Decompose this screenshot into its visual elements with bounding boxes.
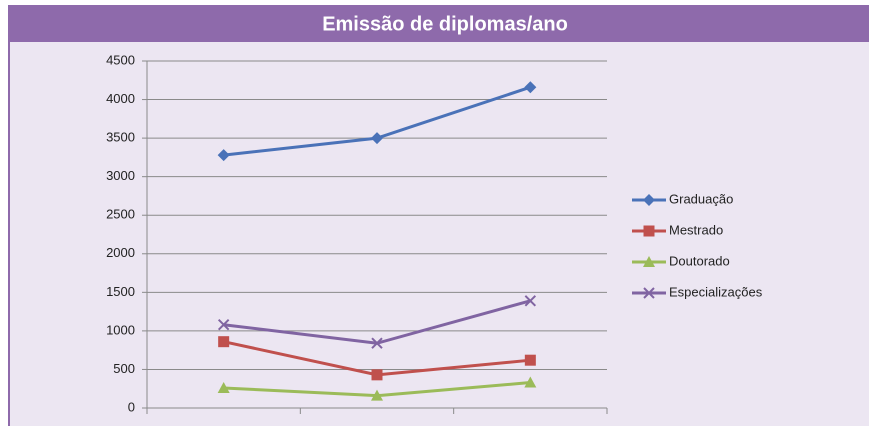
y-tick-label: 3000	[106, 168, 135, 183]
y-tick-label: 0	[128, 399, 135, 414]
legend-label: Mestrado	[669, 222, 723, 237]
marker	[217, 149, 230, 162]
marker	[524, 376, 537, 388]
marker	[218, 336, 230, 348]
y-tick-label: 4000	[106, 91, 135, 106]
y-tick-label: 4500	[106, 52, 135, 67]
marker	[371, 389, 383, 401]
chart-title: Emissão de diplomas/ano	[322, 13, 568, 35]
legend-label: Doutorado	[669, 253, 730, 268]
y-tick-label: 1000	[106, 322, 135, 337]
title-bar	[8, 5, 869, 42]
marker	[217, 381, 230, 393]
marker	[371, 132, 383, 145]
y-tick-label: 2000	[106, 245, 135, 260]
legend-marker	[643, 287, 655, 299]
y-tick-label: 500	[113, 361, 135, 376]
y-tick-label: 3500	[106, 130, 135, 145]
legend-marker	[643, 194, 655, 206]
marker	[524, 354, 536, 366]
chart-background	[8, 42, 869, 426]
marker	[217, 319, 230, 331]
marker	[524, 81, 537, 94]
y-tick-label: 1500	[106, 284, 135, 299]
legend-label: Especializações	[669, 284, 763, 299]
legend-marker	[643, 256, 655, 267]
marker	[371, 337, 383, 349]
marker	[371, 369, 383, 381]
y-tick-label: 2500	[106, 207, 135, 222]
legend-marker	[643, 225, 655, 237]
marker	[524, 295, 537, 307]
legend-label: Graduação	[669, 191, 733, 206]
